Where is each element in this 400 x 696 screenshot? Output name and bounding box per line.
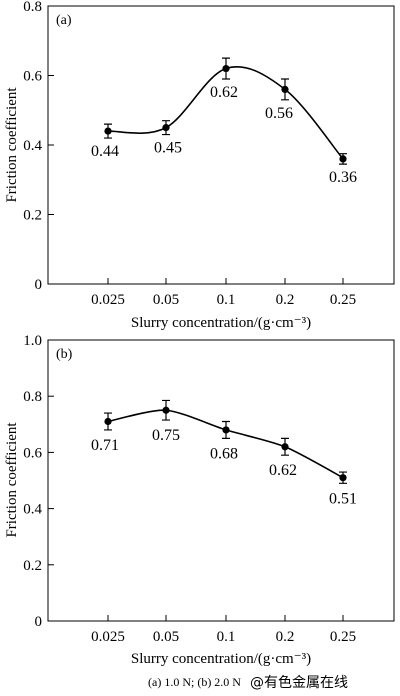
data-label: 0.75 [152, 427, 180, 444]
chart-panel-a: (a) 0 0.2 0.4 0.6 0.8 0.025 0.05 0.1 0.2 0.25 0.4… [4, 0, 395, 331]
figure-caption: (a) 1.0 N; (b) 2.0 N [148, 675, 241, 689]
y-tick-label: 0.6 [23, 445, 42, 461]
data-point [104, 417, 112, 426]
x-tick-label: 0.2 [276, 292, 295, 308]
axis-ticks-b: 0 0.2 0.4 0.6 0.8 1.0 0.025 0.05 0.1 0.2 0.25 [23, 333, 356, 645]
data-point [281, 443, 289, 451]
panel-label-a: (a) [56, 13, 72, 28]
data-label: 0.36 [329, 169, 357, 186]
data-label: 0.51 [329, 490, 357, 507]
y-tick-label: 0.6 [23, 69, 42, 85]
y-tick-label: 0 [35, 277, 43, 293]
x-tick-label: 0.2 [276, 629, 295, 645]
x-tick-label: 0.025 [91, 629, 125, 645]
y-axis-label-a: Friction coefficient [4, 87, 20, 203]
data-point [104, 127, 112, 135]
data-point [339, 474, 347, 482]
x-tick-label: 0.05 [153, 292, 179, 308]
y-tick-label: 0.8 [23, 0, 42, 15]
x-axis-label-b: Slurry concentration/(g·cm⁻³) [131, 651, 311, 667]
y-tick-label: 0.8 [23, 389, 42, 405]
watermark-text: @有色金属在线 [250, 674, 348, 691]
y-tick-label: 0.4 [23, 138, 42, 154]
x-tick-label: 0.1 [217, 292, 236, 308]
axis-ticks-a: 0 0.2 0.4 0.6 0.8 0.025 0.05 0.1 0.2 0.25 [23, 0, 356, 308]
data-point [162, 124, 170, 132]
x-tick-label: 0.25 [330, 629, 356, 645]
data-point [281, 85, 289, 93]
x-tick-label: 0.1 [217, 629, 236, 645]
data-point [222, 64, 230, 73]
y-tick-label: 1.0 [23, 333, 42, 349]
data-point [162, 406, 170, 414]
y-tick-label: 0 [35, 614, 43, 630]
data-label: 0.71 [91, 437, 119, 454]
data-point [222, 426, 230, 434]
y-tick-label: 0.2 [23, 558, 42, 574]
data-label: 0.45 [154, 140, 182, 157]
chart-panel-b: (b) 00.20.40.60.81.00.025 0.05 0.1 0.2 0.25 … [4, 333, 395, 667]
y-tick-label: 0.2 [23, 208, 42, 224]
data-markers-b: 0.71 0.75 0.68 0.62 0.51 [91, 399, 357, 507]
data-label: 0.62 [269, 462, 297, 479]
y-tick-label: 0.4 [23, 502, 42, 518]
data-label: 0.56 [265, 105, 293, 122]
x-tick-label: 0.025 [91, 292, 125, 308]
series-line-b [107, 409, 344, 479]
series-line-a [107, 66, 344, 160]
x-tick-label: 0.25 [330, 292, 356, 308]
data-label: 0.62 [210, 84, 238, 101]
y-axis-label-b: Friction coefficient [4, 422, 20, 538]
data-point [339, 155, 347, 163]
data-markers-a: 0.44 0.45 0.62 0.56 0.36 [91, 57, 357, 186]
x-axis-label-a: Slurry concentration/(g·cm⁻³) [131, 315, 311, 331]
x-tick-label: 0.05 [153, 629, 179, 645]
data-label: 0.68 [210, 445, 238, 462]
panel-label-b: (b) [56, 347, 73, 362]
plot-frame-b [47, 339, 395, 622]
data-label: 0.44 [91, 143, 119, 160]
